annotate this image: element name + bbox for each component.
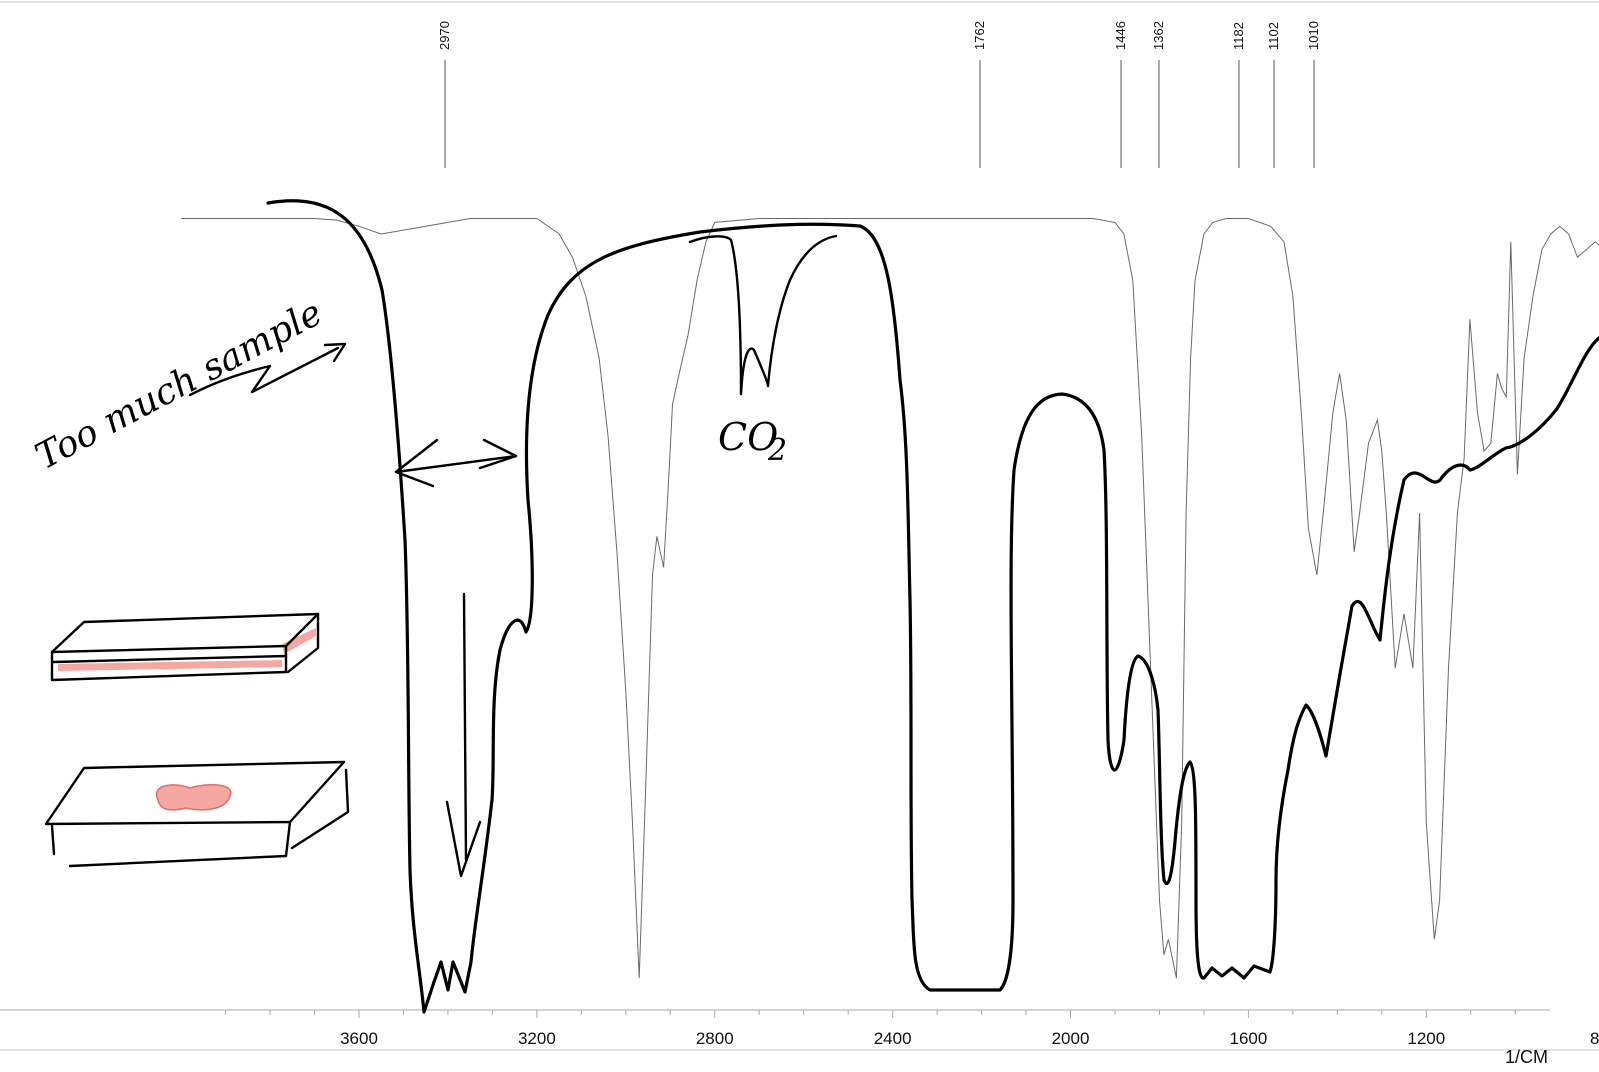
peak-marker-label: 1446 bbox=[1113, 21, 1128, 50]
x-axis-unit-label: 1/CM bbox=[1505, 1047, 1548, 1067]
x-tick-label: 2000 bbox=[1052, 1029, 1090, 1048]
peak-marker-label: 1182 bbox=[1231, 22, 1246, 50]
x-tick-label: 3600 bbox=[340, 1029, 378, 1048]
sample-on-crystal-droplet-icon bbox=[44, 760, 350, 868]
x-axis-minor-ticks bbox=[225, 1010, 1516, 1015]
peak-marker-label: 1102 bbox=[1266, 22, 1281, 50]
x-tick-label: 2400 bbox=[874, 1029, 912, 1048]
x-axis-major-ticks: 3600 3200 2800 2400 2000 1600 1200 800 bbox=[340, 1010, 1599, 1048]
handdrawn-saturated-spectrum bbox=[266, 199, 1599, 1014]
x-tick-label: 2800 bbox=[696, 1029, 734, 1048]
peak-markers: 2970 1762 1446 1362 1182 1102 1010 bbox=[437, 21, 1321, 168]
co2-label-text: CO bbox=[718, 415, 778, 459]
handdrawn-down-arrow bbox=[445, 592, 482, 878]
zigzag-arrow-icon bbox=[188, 346, 340, 397]
peak-marker-label: 1010 bbox=[1306, 21, 1321, 50]
x-tick-label: 1600 bbox=[1229, 1029, 1267, 1048]
spectrum-line bbox=[181, 218, 1599, 979]
too-much-sample-note: Too much sample bbox=[29, 292, 347, 478]
sample-on-crystal-thin-layer-icon bbox=[50, 612, 320, 682]
peak-marker-label: 1362 bbox=[1151, 21, 1166, 50]
x-tick-label: 3200 bbox=[518, 1029, 556, 1048]
x-tick-label: 800 bbox=[1590, 1029, 1599, 1048]
handdrawn-width-arrow bbox=[394, 438, 518, 488]
co2-label: CO 2 bbox=[718, 415, 787, 468]
handdrawn-co2-band bbox=[688, 234, 838, 396]
peak-marker-label: 2970 bbox=[437, 21, 452, 50]
too-much-sample-text: Too much sample bbox=[29, 292, 329, 478]
x-tick-label: 1200 bbox=[1407, 1029, 1445, 1048]
peak-marker-label: 1762 bbox=[972, 21, 987, 50]
co2-label-subscript: 2 bbox=[767, 433, 787, 468]
